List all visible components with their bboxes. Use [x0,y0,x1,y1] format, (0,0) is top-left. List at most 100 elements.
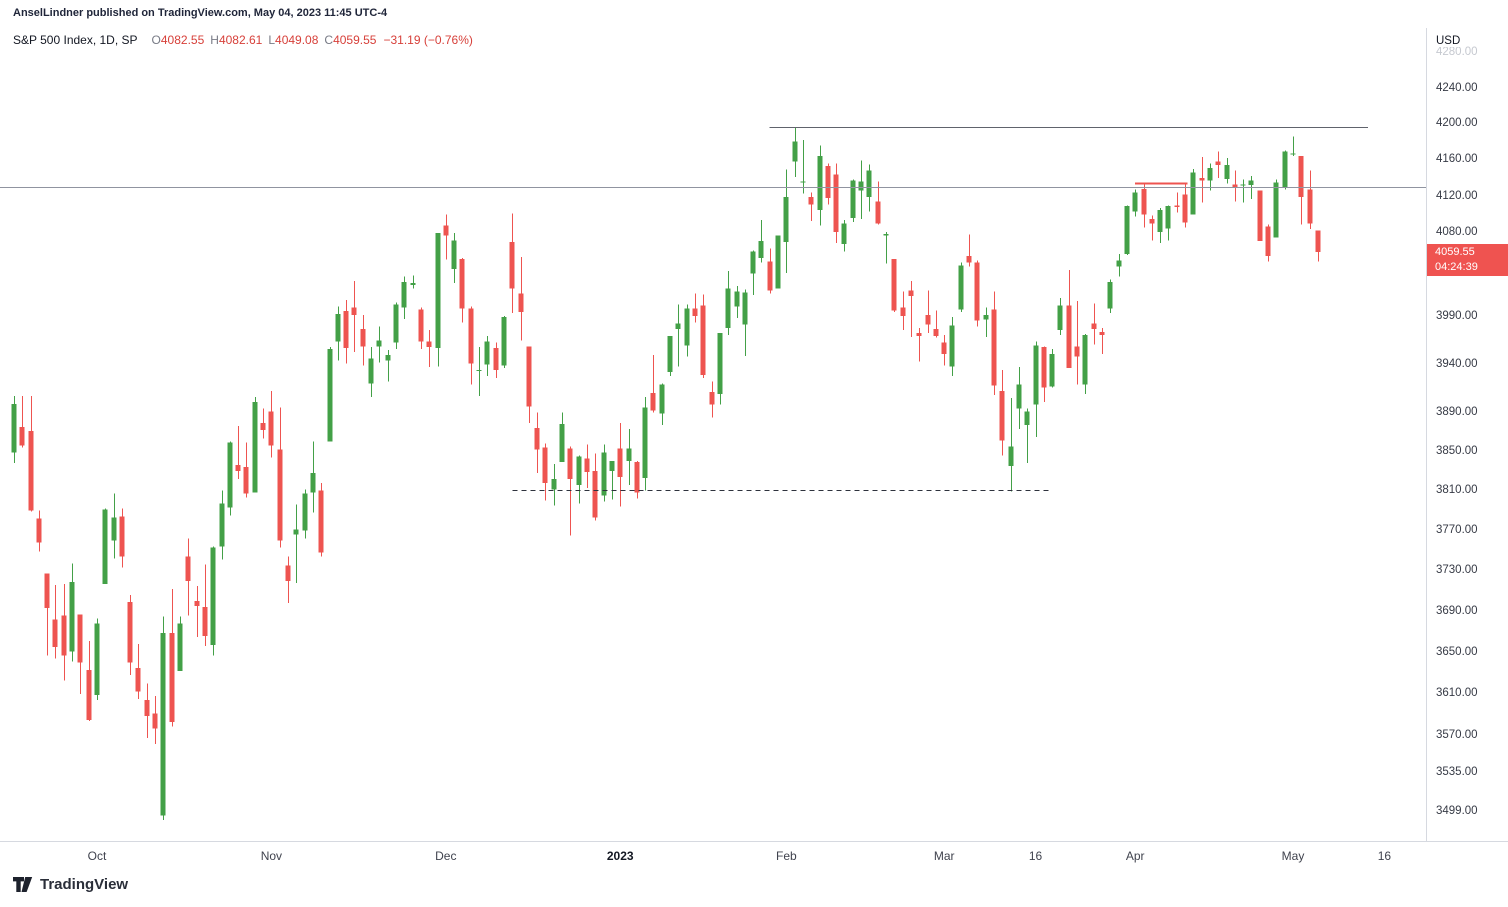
price-tick-label: 4160.00 [1436,153,1478,166]
candle [343,299,349,364]
candle [825,163,831,205]
candle [1041,346,1047,402]
candle [1124,205,1130,256]
attribution-text: AnselLindner published on TradingView.co… [13,7,388,19]
ohlc-close: C4059.55 [318,33,376,47]
candle [958,262,964,313]
price-tick-label: 4240.00 [1436,81,1478,94]
price-tick-label: 3850.00 [1436,444,1478,457]
candle [601,444,607,502]
price-tick-label: 3610.00 [1436,687,1478,700]
price-tick-label: 3690.00 [1436,604,1478,617]
candle [252,397,258,493]
candle [783,169,789,273]
time-axis-label: Dec [435,849,457,863]
price-tick-label: 4080.00 [1436,226,1478,239]
candle [925,290,931,333]
candle [891,258,897,313]
time-axis-label: 16 [1028,849,1043,863]
price-tick-label: 4280.00 [1436,46,1478,59]
candle [443,214,449,260]
candle [410,275,416,289]
chart-plot[interactable] [0,0,1426,841]
candle [534,412,540,473]
candle [1240,179,1246,203]
candle [800,139,806,194]
price-tick-label: 3730.00 [1436,564,1478,577]
ohlc-high: H4082.61 [204,33,262,47]
candle [1082,333,1088,395]
candle [1099,328,1105,354]
candle [551,464,557,506]
candle [177,616,183,671]
candle [974,260,980,327]
candle [1182,183,1188,228]
tradingview-logo[interactable]: TradingView [13,876,128,893]
open-value: 4082.55 [160,33,205,47]
candle [576,455,582,504]
candle [667,335,673,376]
candle [501,315,507,369]
high-label: H [210,33,219,47]
candle [725,270,731,335]
open-label: O [151,33,161,47]
candle [1282,150,1288,190]
candle [1215,151,1221,178]
candle [459,257,465,323]
candle [1265,224,1271,262]
candle [1157,208,1163,244]
time-axis-label: 2023 [606,849,634,863]
candle [1016,367,1022,429]
candle [758,219,764,263]
price-tick-label: 3570.00 [1436,729,1478,742]
price-tick-label: 3890.00 [1436,405,1478,418]
price-axis-separator [1426,28,1427,841]
candle [351,281,357,352]
candle [1165,205,1171,241]
candle [700,294,706,378]
candle [559,412,565,463]
ohlc-open: O4082.55 [146,33,205,47]
low-value: 4049.08 [275,33,319,47]
candle [1207,163,1213,191]
symbol-description[interactable]: S&P 500 Index, 1D, SP [13,33,138,47]
candle [1273,179,1279,238]
candle [285,556,291,604]
candle [833,163,839,244]
candle [609,461,615,500]
candle [393,302,399,350]
candle [592,453,598,521]
candle [1033,341,1039,437]
candle [642,397,648,491]
candle [152,695,158,745]
candle [1057,298,1063,335]
candle [368,347,374,398]
candle [1132,189,1138,217]
candle [28,396,34,512]
candle [1232,170,1238,202]
ohlc-low: L4049.08 [262,33,318,47]
candle [526,346,532,424]
candle [1091,303,1097,345]
candle [900,291,906,331]
candle [127,594,133,676]
candle [1066,269,1072,369]
high-value: 4082.61 [218,33,263,47]
candle [734,285,740,318]
candle [584,444,590,488]
candle [318,482,324,557]
candle [850,179,856,222]
price-tick-label: 3990.00 [1436,310,1478,323]
time-axis[interactable]: Oct Nov Dec 2023 Feb Mar 16 Apr May 16 [0,842,1426,870]
price-tick-label: 3650.00 [1436,645,1478,658]
candle [335,306,341,361]
candle [169,588,175,727]
close-label: C [324,33,334,47]
candle [77,614,83,694]
candle [11,396,17,464]
price-axis[interactable]: USD 4280.00 4240.00 4200.00 4160.00 4120.00 4… [1427,0,1508,841]
currency-label: USD [1436,35,1465,47]
candle [451,232,457,284]
bar-countdown: 04:24:39 [1435,260,1478,273]
close-value: 4059.55 [333,33,377,47]
